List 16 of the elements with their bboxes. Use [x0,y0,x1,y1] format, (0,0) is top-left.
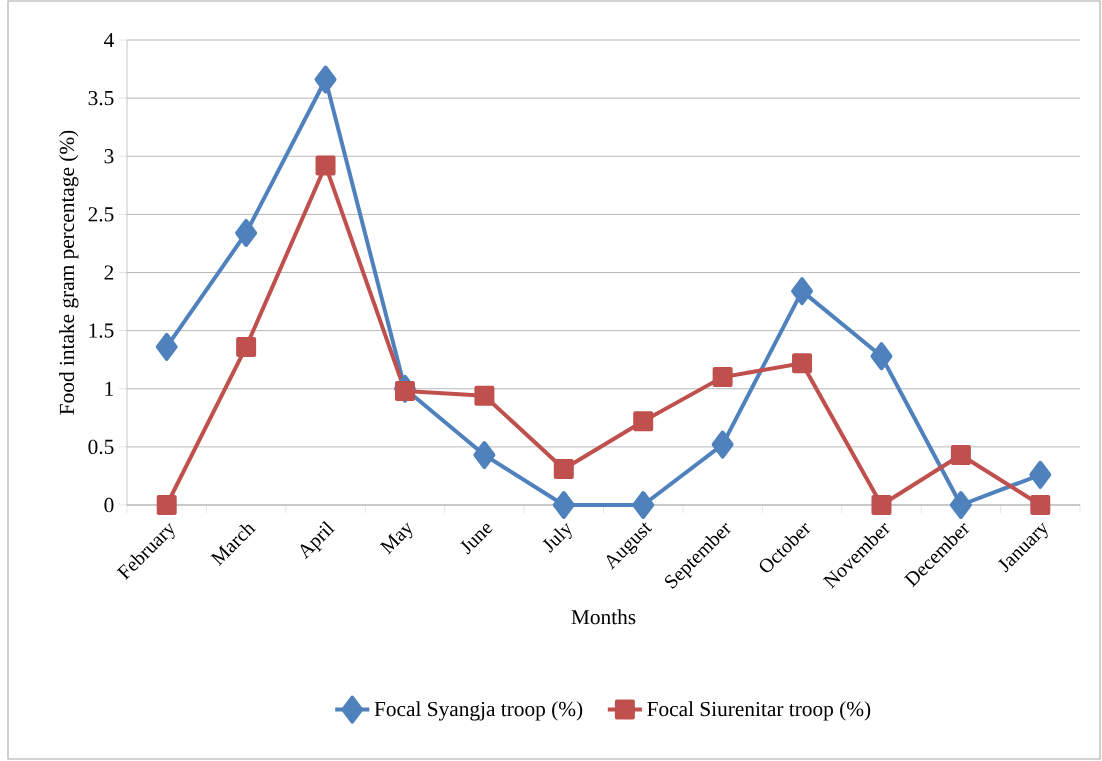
x-axis-title: Months [571,609,636,625]
y-tick-label: 4 [104,32,114,48]
y-tick-label: 3.5 [88,90,114,106]
x-tick-label: July [542,523,572,553]
y-tick-label: 0.5 [88,439,114,455]
x-tick-label: June [460,524,493,555]
y-tick-label: 2 [104,265,114,280]
legend-label: Focal Siurenitar troop (%) [647,701,871,721]
y-tick-label: 0 [104,497,114,513]
y-tick-label: 1.5 [89,323,114,338]
y-tick-label: 3 [104,149,114,164]
y-tick-label: 2.5 [88,207,114,222]
legend-label: Focal Syangja troop (%) [374,701,583,721]
x-tick-label: May [379,522,413,555]
y-tick-label: 1 [105,381,114,396]
y-axis-title: Food intake gram percentage (%) [59,130,79,415]
